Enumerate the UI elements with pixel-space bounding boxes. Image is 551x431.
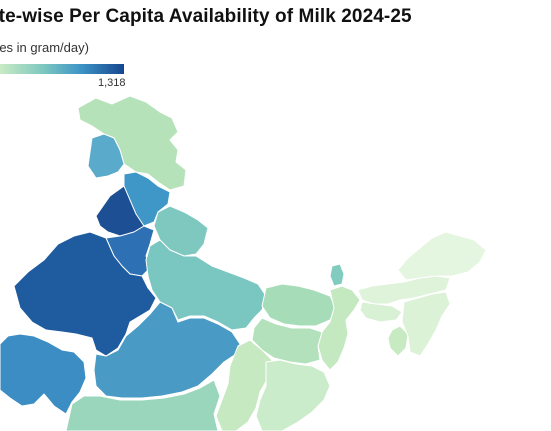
region-sikkim[interactable]: Sikkim bbox=[329, 263, 345, 287]
region-west-bengal[interactable]: Jharkhand bbox=[317, 285, 361, 371]
region-uttar-pradesh[interactable]: Uttar Pradesh bbox=[145, 239, 267, 331]
region-rajasthan[interactable]: Rajasthan bbox=[13, 231, 157, 357]
region-madhya-pradesh[interactable]: Madhya Pradesh bbox=[93, 301, 241, 399]
region-meghalaya[interactable]: Meghalaya bbox=[359, 301, 403, 323]
region-northeast-hills[interactable]: Northeast Hills bbox=[401, 291, 451, 357]
chart-subtitle: res in gram/day) bbox=[0, 40, 89, 55]
chart-title: ate-wise Per Capita Availability of Milk… bbox=[0, 6, 412, 27]
region-maharashtra[interactable]: Maharashtra bbox=[65, 379, 221, 431]
region-bihar[interactable]: Bihar bbox=[261, 283, 337, 327]
region-odisha[interactable]: Odisha bbox=[255, 359, 331, 431]
legend-max-label: 1,318 bbox=[98, 77, 126, 89]
region-chhattisgarh[interactable]: Chhattisgarh bbox=[215, 339, 273, 431]
region-gujarat[interactable]: Gujarat bbox=[0, 333, 87, 415]
region-jammu-kashmir[interactable]: Jammu & Kashmir bbox=[87, 133, 125, 179]
region-arunachal-pradesh[interactable]: Arunachal Pradesh bbox=[397, 231, 487, 281]
region-jharkhand[interactable]: West Bengal bbox=[251, 317, 323, 365]
region-uttarakhand[interactable]: Uttarakhand bbox=[153, 205, 209, 257]
region-tripura[interactable]: Tripura bbox=[387, 325, 409, 357]
legend-color-scale bbox=[0, 64, 124, 74]
